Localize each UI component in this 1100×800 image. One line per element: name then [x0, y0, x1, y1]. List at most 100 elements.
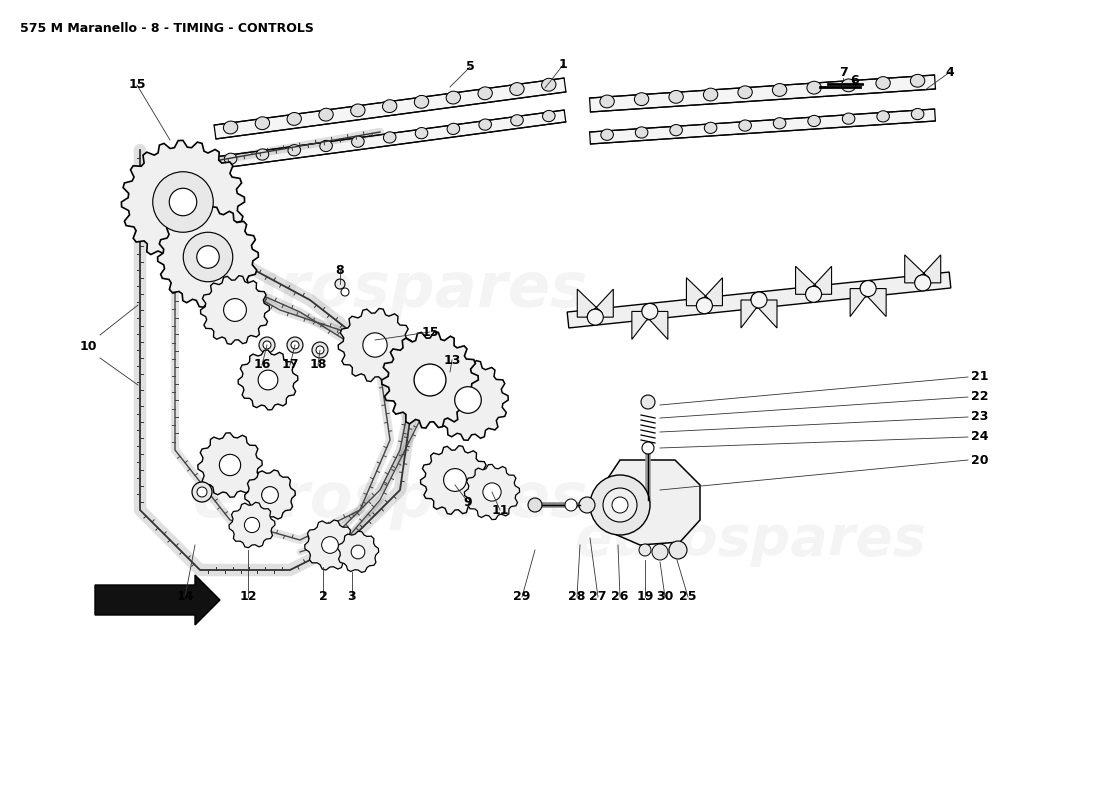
- Ellipse shape: [383, 100, 397, 113]
- Circle shape: [312, 342, 328, 358]
- Polygon shape: [420, 446, 490, 514]
- Ellipse shape: [287, 113, 301, 126]
- Text: 10: 10: [79, 341, 97, 354]
- Ellipse shape: [601, 129, 614, 140]
- Circle shape: [287, 337, 303, 353]
- Circle shape: [454, 386, 482, 414]
- Ellipse shape: [739, 120, 751, 131]
- Polygon shape: [157, 206, 258, 307]
- Circle shape: [565, 499, 578, 511]
- Polygon shape: [382, 332, 478, 428]
- Ellipse shape: [352, 136, 364, 147]
- Circle shape: [223, 298, 246, 322]
- Circle shape: [612, 497, 628, 513]
- Circle shape: [579, 497, 595, 513]
- Ellipse shape: [636, 127, 648, 138]
- Polygon shape: [305, 520, 355, 570]
- Circle shape: [336, 279, 345, 289]
- Circle shape: [153, 172, 213, 232]
- Circle shape: [696, 298, 713, 314]
- Polygon shape: [600, 460, 700, 545]
- Text: 9: 9: [464, 495, 472, 509]
- Circle shape: [162, 181, 204, 223]
- Polygon shape: [95, 575, 220, 625]
- Text: 14: 14: [176, 590, 194, 603]
- Text: 30: 30: [657, 590, 673, 603]
- Polygon shape: [338, 309, 411, 382]
- Circle shape: [639, 544, 651, 556]
- Circle shape: [262, 486, 278, 503]
- Polygon shape: [238, 350, 298, 410]
- Text: 2: 2: [319, 590, 328, 603]
- Ellipse shape: [635, 93, 649, 106]
- Circle shape: [528, 498, 542, 512]
- Text: eurospares: eurospares: [192, 260, 587, 320]
- Ellipse shape: [224, 153, 236, 164]
- Text: 26: 26: [612, 590, 629, 603]
- Ellipse shape: [843, 113, 855, 124]
- Circle shape: [642, 303, 658, 319]
- Text: 23: 23: [971, 410, 989, 423]
- Text: 18: 18: [309, 358, 327, 371]
- Text: 16: 16: [253, 358, 271, 371]
- Circle shape: [321, 537, 339, 554]
- Ellipse shape: [416, 127, 428, 138]
- Ellipse shape: [911, 109, 924, 120]
- Ellipse shape: [876, 77, 890, 90]
- Ellipse shape: [807, 82, 822, 94]
- Polygon shape: [464, 464, 519, 520]
- Circle shape: [258, 337, 275, 353]
- Ellipse shape: [447, 91, 461, 104]
- Circle shape: [652, 544, 668, 560]
- Circle shape: [341, 288, 349, 296]
- Circle shape: [363, 333, 387, 357]
- Ellipse shape: [384, 132, 396, 143]
- Text: 15: 15: [129, 78, 145, 91]
- Polygon shape: [795, 266, 832, 294]
- Ellipse shape: [703, 88, 718, 101]
- Circle shape: [590, 475, 650, 535]
- Polygon shape: [214, 78, 565, 139]
- Circle shape: [258, 370, 278, 390]
- Polygon shape: [214, 110, 565, 169]
- Ellipse shape: [477, 87, 493, 100]
- Polygon shape: [198, 433, 262, 497]
- Polygon shape: [121, 141, 244, 264]
- Circle shape: [192, 482, 212, 502]
- Ellipse shape: [842, 79, 856, 92]
- Text: 17: 17: [282, 358, 299, 371]
- Text: 12: 12: [240, 590, 256, 603]
- Text: 22: 22: [971, 390, 989, 403]
- Ellipse shape: [670, 125, 682, 136]
- Text: 20: 20: [971, 454, 989, 466]
- Ellipse shape: [319, 108, 333, 121]
- Circle shape: [483, 483, 502, 501]
- Circle shape: [414, 364, 446, 396]
- Ellipse shape: [223, 121, 238, 134]
- Circle shape: [316, 346, 324, 354]
- Polygon shape: [338, 531, 378, 572]
- Ellipse shape: [447, 123, 460, 134]
- Text: 15: 15: [421, 326, 439, 338]
- Text: 575 M Maranello - 8 - TIMING - CONTROLS: 575 M Maranello - 8 - TIMING - CONTROLS: [20, 22, 313, 35]
- Ellipse shape: [351, 104, 365, 117]
- Circle shape: [219, 454, 241, 476]
- Circle shape: [603, 488, 637, 522]
- Text: eurospares: eurospares: [192, 470, 587, 530]
- Text: 13: 13: [443, 354, 461, 366]
- Circle shape: [915, 275, 931, 291]
- Ellipse shape: [600, 95, 614, 108]
- Circle shape: [751, 292, 767, 308]
- Ellipse shape: [877, 110, 890, 122]
- Polygon shape: [741, 292, 777, 328]
- Circle shape: [860, 281, 876, 297]
- Circle shape: [197, 487, 207, 497]
- Text: 4: 4: [946, 66, 955, 78]
- Text: 27: 27: [590, 590, 607, 603]
- Ellipse shape: [255, 117, 270, 130]
- Ellipse shape: [669, 90, 683, 103]
- Text: 19: 19: [636, 590, 653, 603]
- Text: 21: 21: [971, 370, 989, 383]
- Circle shape: [669, 541, 688, 559]
- Ellipse shape: [911, 74, 925, 87]
